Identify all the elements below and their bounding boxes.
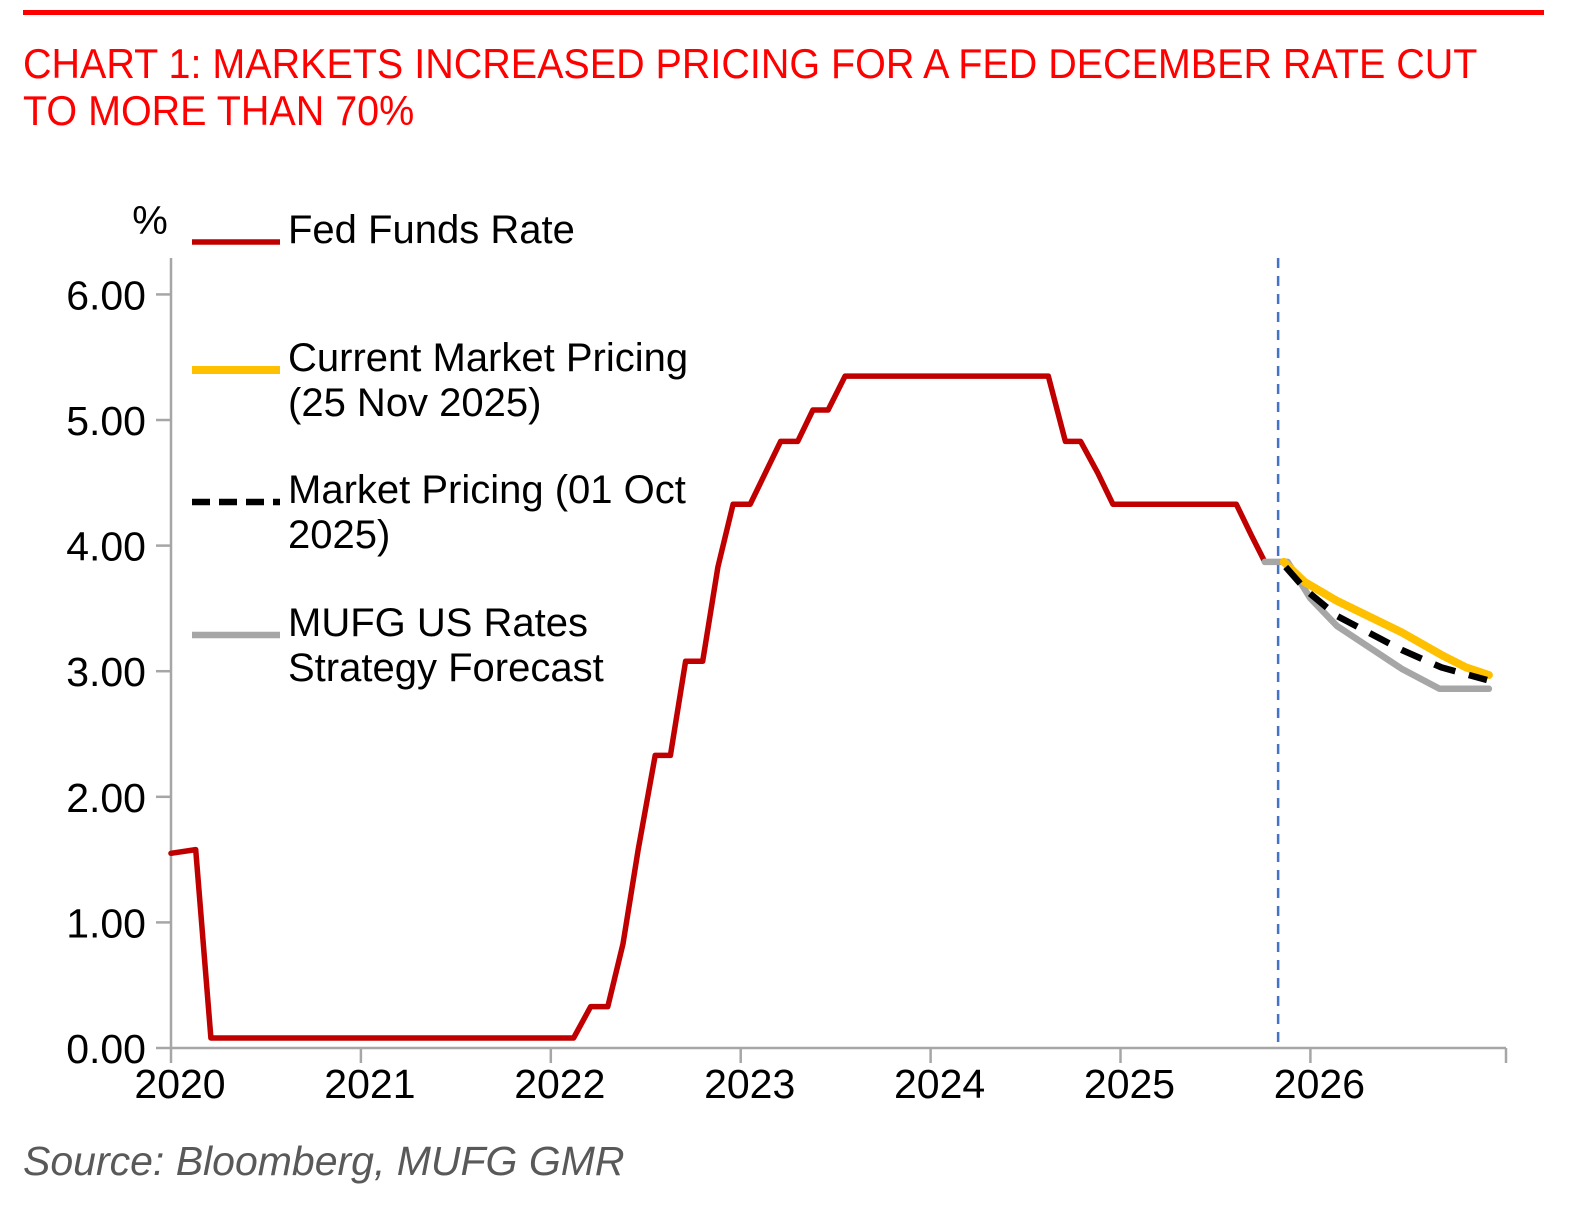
y-tick-label-2.00: 2.00 [66,775,146,821]
legend-swatch-fed-funds-rate [192,239,280,245]
x-tick-label-2022: 2022 [514,1061,605,1107]
legend-label-mufg-us-rates-strategy-forecast: MUFG US Rates Strategy Forecast [288,601,604,691]
legend-label-fed-funds-rate: Fed Funds Rate [288,208,575,253]
series-current-market-pricing-25-nov-2025 [1279,557,1493,679]
y-tick-label-5.00: 5.00 [66,398,146,444]
legend-item-fed-funds-rate: Fed Funds Rate [190,208,575,253]
legend-label-line: MUFG US Rates [288,601,589,645]
legend-item-current-market-pricing-25-nov-2025: Current Market Pricing (25 Nov 2025) [190,336,688,426]
legend-swatch-mufg-us-rates-strategy-forecast [192,631,280,639]
legend-swatch-current-market-pricing-25-nov-2025 [192,366,280,374]
series-fed-funds-rate [168,373,1268,1041]
x-tick-label-2025: 2025 [1084,1061,1175,1107]
legend-label-line: Market Pricing (01 Oct [288,468,686,512]
source-note: Source: Bloomberg, MUFG GMR [23,1138,625,1184]
y-tick-label-6.00: 6.00 [66,272,146,318]
legend-item-market-pricing-01-oct-2025: Market Pricing (01 Oct 2025) [190,468,686,558]
x-tick-label-2024: 2024 [894,1061,985,1107]
series-market-pricing-01-oct-2025 [1283,564,1488,684]
legend-swatch-market-pricing-01-oct-2025 [192,498,280,506]
chart-title: CHART 1: MARKETS INCREASED PRICING FOR A… [23,40,1477,134]
legend-label-line: 2025) [288,513,391,557]
y-axis-unit-label: % [132,199,168,243]
chart-title-line2: TO MORE THAN 70% [23,87,415,134]
legend-label-line: Strategy Forecast [288,646,604,690]
legend-label-line: Current Market Pricing [288,336,689,380]
y-tick-label-3.00: 3.00 [66,649,146,695]
chart-legend: Fed Funds Rate Current Market Pricing (25 … [190,0,750,780]
legend-label-line: (25 Nov 2025) [288,381,542,425]
y-tick-label-0.00: 0.00 [66,1026,146,1072]
x-tick-label-2023: 2023 [704,1061,795,1107]
legend-label-market-pricing-01-oct-2025: Market Pricing (01 Oct 2025) [288,468,686,558]
y-tick-label-4.00: 4.00 [66,524,146,570]
x-tick-label-2021: 2021 [324,1061,415,1107]
x-tick-label-2020: 2020 [134,1061,225,1107]
y-tick-label-1.00: 1.00 [66,900,146,946]
chart-title-line1: CHART 1: MARKETS INCREASED PRICING FOR A… [23,40,1478,87]
top-rule-divider [23,10,1544,15]
x-tick-label-2026: 2026 [1274,1061,1365,1107]
legend-item-mufg-us-rates-strategy-forecast: MUFG US Rates Strategy Forecast [190,601,604,691]
legend-label-line: Fed Funds Rate [288,208,575,252]
legend-label-current-market-pricing-25-nov-2025: Current Market Pricing (25 Nov 2025) [288,336,688,426]
